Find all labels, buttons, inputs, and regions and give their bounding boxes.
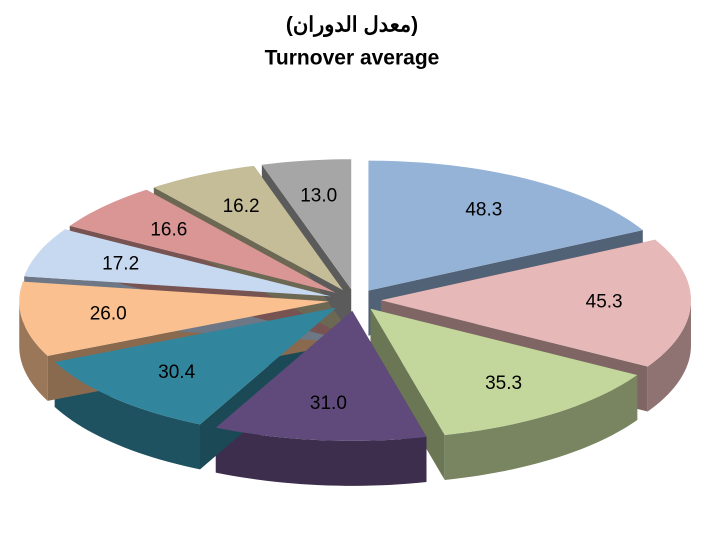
data-label: 16.2	[223, 196, 260, 217]
slice	[153, 165, 344, 291]
data-label: 17.2	[102, 253, 139, 274]
slice	[370, 308, 638, 435]
slice-wall	[444, 375, 638, 480]
data-label: 31.0	[310, 393, 347, 414]
data-label: 16.6	[150, 220, 187, 241]
data-label: 48.3	[465, 200, 502, 221]
slice	[368, 160, 643, 291]
chart-title-arabic: (معدل الدوران)	[286, 14, 418, 38]
slice	[380, 239, 691, 367]
slice	[24, 229, 331, 297]
data-label: 26.0	[90, 303, 127, 324]
data-label: 13.0	[300, 186, 337, 207]
slice	[19, 281, 330, 356]
slice	[261, 159, 352, 290]
data-label: 45.3	[586, 292, 623, 313]
data-label: 30.4	[158, 362, 195, 383]
pie-tops	[19, 159, 691, 441]
data-labels: 48.3 45.3 35.3 31.0 30.4 26.0 17.2 16.6 16.2 13.0	[90, 186, 623, 414]
chart-title: Turnover average	[265, 47, 440, 70]
slice-wall	[647, 300, 691, 412]
slice	[215, 310, 427, 441]
slice	[69, 189, 336, 293]
data-label: 35.3	[485, 373, 522, 394]
slice	[54, 307, 337, 425]
slice-wall	[19, 301, 48, 401]
slice-wall	[215, 427, 427, 486]
